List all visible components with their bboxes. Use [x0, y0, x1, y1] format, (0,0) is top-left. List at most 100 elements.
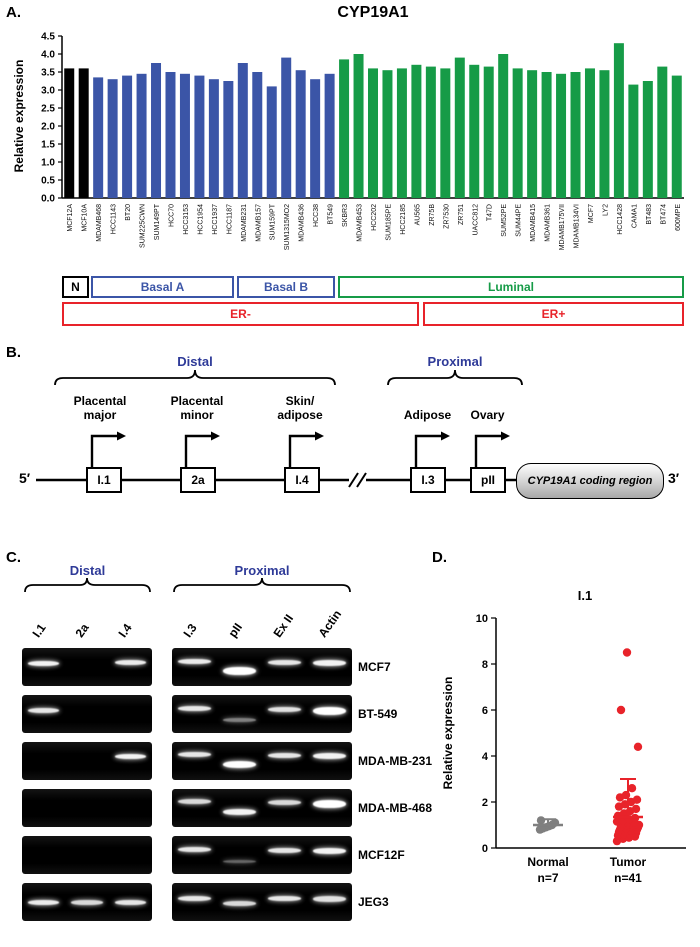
scatter-plot: 0 2 4 6 8 10 Relative expression Normal n=7 Tumor… [441, 613, 686, 885]
class-box-basal-b: Basal B [237, 276, 335, 298]
gel-image [172, 695, 352, 733]
gel-band [178, 659, 211, 665]
x-tick-label: CAMA1 [631, 204, 638, 228]
y-tick-label: 2.5 [41, 104, 55, 115]
bar [527, 70, 538, 198]
x-tick-label: ZR7530 [443, 204, 450, 229]
bar [165, 72, 176, 198]
gel-band [178, 706, 211, 712]
proximal-brace [173, 577, 351, 593]
bar [556, 73, 567, 198]
promoter-name-skin-adipose: Skin/ adipose [277, 394, 323, 422]
x-tick-label: SUM159PT [270, 203, 277, 240]
bar [498, 54, 509, 198]
y-tick-label: 6 [482, 705, 488, 717]
gel-band [223, 718, 256, 723]
x-tick-label: BT483 [646, 204, 653, 225]
x-tick-label: SUM44PE [516, 204, 523, 237]
bar [194, 75, 205, 198]
x-tick-label: HCC202 [371, 204, 378, 231]
bar [223, 81, 234, 198]
bar [122, 75, 133, 198]
group-label: Tumor [610, 855, 647, 869]
y-tick-label: 8 [482, 659, 488, 671]
gel-image [22, 648, 152, 686]
bar [454, 57, 465, 198]
y-tick-label: 4.0 [41, 50, 55, 61]
bar [281, 57, 292, 198]
bar [382, 70, 393, 198]
bar [512, 68, 523, 199]
bar [671, 75, 682, 198]
x-tick-label: MDAMB453 [357, 204, 364, 242]
transcription-start-arrow [414, 431, 450, 467]
gel-band [223, 761, 256, 769]
three-prime-label: 3′ [668, 470, 680, 486]
panel-b-label: B. [6, 344, 21, 361]
bar [266, 86, 277, 198]
x-tick-label: HCC1143 [111, 204, 118, 234]
x-tick-label: HCC1428 [617, 204, 624, 235]
x-tick-label: MCF10A [82, 204, 89, 232]
x-tick-label: MDAMB415 [530, 204, 537, 242]
distal-header: Distal [177, 354, 213, 369]
gel-band [114, 899, 146, 905]
x-tick-label: MCF12A [67, 204, 74, 232]
bar [64, 68, 75, 199]
exon-box-i3: I.3 [410, 467, 446, 493]
distal-brace [24, 577, 151, 593]
bar [310, 79, 321, 198]
y-tick-label: 0.0 [41, 194, 55, 205]
gel-band [178, 847, 211, 853]
gel-image [172, 836, 352, 874]
x-tick-label: HCC2185 [400, 204, 407, 235]
gel-braces [24, 577, 351, 593]
gel-band [268, 847, 301, 853]
bar [628, 84, 639, 198]
y-tick-label: 1.5 [41, 140, 55, 151]
gel-band [28, 899, 60, 905]
scatter-y-axis-label: Relative expression [441, 677, 455, 790]
gel-band [223, 666, 256, 675]
y-tick-label: 1.0 [41, 158, 55, 169]
bar [570, 72, 581, 198]
gel-band [313, 800, 346, 809]
gel-band [313, 706, 346, 715]
gel-band [223, 808, 256, 815]
x-tick-label: HCC1954 [197, 204, 204, 235]
er-positive-box: ER+ [423, 302, 684, 326]
promoter-name-placental-minor: Placental minor [170, 394, 224, 422]
class-box-luminal: Luminal [338, 276, 684, 298]
gel-row-label: MDA-MB-468 [358, 801, 433, 815]
panel-a-label: A. [6, 4, 21, 21]
gel-image [172, 742, 352, 780]
x-tick-label: T47D [487, 204, 494, 221]
x-tick-label: ZR751 [458, 204, 465, 225]
gel-band [268, 800, 301, 806]
exon-box-pii: pII [470, 467, 506, 493]
x-tick-label: MDAMB157 [255, 204, 262, 242]
x-tick-label: UACC812 [472, 204, 479, 236]
scatter-title: I.1 [577, 588, 593, 603]
x-tick-label: MDAMB468 [96, 204, 103, 242]
bar [107, 79, 118, 198]
y-tick-label: 0.5 [41, 176, 55, 187]
gel-band [223, 901, 256, 907]
gel-proximal-header: Proximal [234, 563, 290, 578]
gel-band [268, 896, 301, 902]
bar [93, 77, 104, 198]
x-tick-label: 600MPE [675, 204, 682, 231]
bar [411, 64, 422, 198]
data-point [633, 742, 643, 751]
bar [136, 73, 147, 198]
proximal-header: Proximal [427, 354, 483, 369]
gel-band [114, 659, 146, 665]
group-n-label: n=7 [537, 871, 558, 885]
gel-image [22, 883, 152, 921]
gel-band [71, 899, 103, 905]
panel-d-label: D. [432, 549, 447, 566]
bar [208, 79, 219, 198]
x-tick-label: MDAMB436 [299, 204, 306, 242]
data-point [536, 816, 546, 825]
promoter-name-placental-major: Placental major [73, 394, 127, 422]
